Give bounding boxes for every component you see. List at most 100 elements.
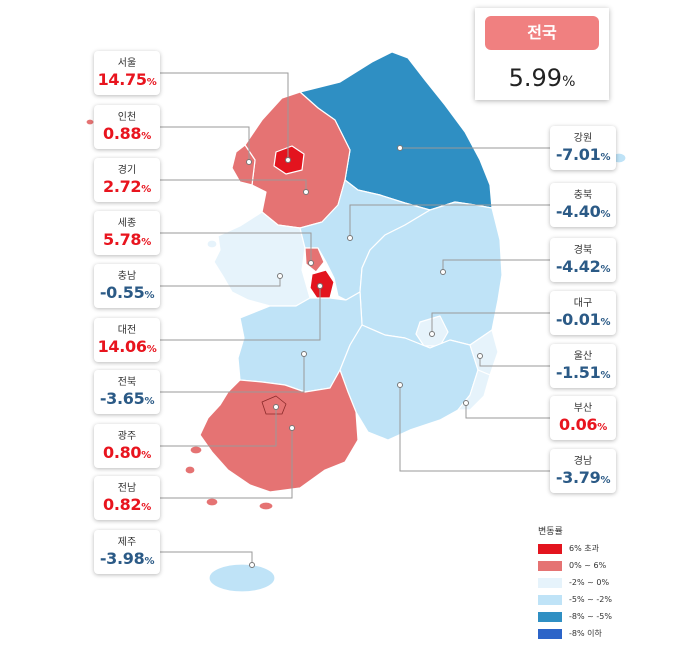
region-jeju[interactable] [208,563,276,593]
national-value: 5.99 [508,64,563,92]
island [205,497,219,507]
card-value: -3.65 [99,389,145,408]
card-unit: % [141,184,151,195]
legend-swatch [538,544,562,554]
legend-label: -8% 이하 [569,629,602,638]
card-name: 광주 [117,431,137,442]
island [184,465,196,475]
card-value-line: -1.51% [550,363,616,382]
region-ulsan[interactable] [469,329,499,376]
region-gyeongnam[interactable] [339,324,479,441]
card-value-line: -0.01% [550,310,616,329]
card-name: 울산 [573,351,593,362]
card-value: 0.80 [102,443,142,462]
legend-swatch [538,612,562,622]
card-value-line: -3.79% [550,468,616,487]
card-value: -3.98 [99,549,145,568]
card-unit: % [141,502,151,513]
card-name: 세종 [117,218,137,229]
region-jeonnam[interactable] [199,369,359,493]
card-gwangju[interactable]: 광주 0.80% [94,424,160,468]
card-value: -0.01 [555,310,601,329]
legend-swatch [538,595,562,605]
card-value-line: 2.72% [94,177,160,196]
card-name: 전북 [117,377,137,388]
card-sejong[interactable]: 세종 5.78% [94,211,160,255]
legend-item: -8% ~ -5% [538,612,638,623]
island [189,445,203,455]
card-value-line: 14.06% [94,337,160,356]
national-card: 전국 5.99% [475,8,609,100]
card-unit: % [141,237,151,248]
card-jeonnam[interactable]: 전남 0.82% [94,476,160,520]
card-unit: % [144,556,155,567]
legend-item: 6% 초과 [538,544,638,555]
card-daejeon[interactable]: 대전 14.06% [94,318,160,362]
card-value-line: 14.75% [94,70,160,89]
card-value-line: -4.42% [550,257,616,276]
card-value-line: 5.78% [94,230,160,249]
card-gangwon[interactable]: 강원 -7.01% [550,126,616,170]
card-value-line: -3.65% [94,389,160,408]
region-sejong[interactable] [304,247,325,273]
legend-label: -2% ~ 0% [569,578,610,587]
card-name: 경기 [117,165,137,176]
card-unit: % [600,370,611,381]
card-value: -1.51 [555,363,601,382]
legend-swatch [538,629,562,639]
card-value: 0.88 [102,124,142,143]
region-markers [246,145,483,568]
card-jeonbuk[interactable]: 전북 -3.65% [94,370,160,414]
card-value: 0.82 [102,495,142,514]
card-unit: % [600,209,611,220]
legend-label: -8% ~ -5% [569,612,612,621]
card-gyeonggi[interactable]: 경기 2.72% [94,158,160,202]
card-gyeongbuk[interactable]: 경북 -4.42% [550,238,616,282]
card-gyeongnam[interactable]: 경남 -3.79% [550,449,616,493]
card-unit: % [146,77,157,88]
card-ulsan[interactable]: 울산 -1.51% [550,344,616,388]
leader-lines [160,72,550,565]
card-chungbuk[interactable]: 충북 -4.40% [550,183,616,227]
card-value-line: 0.06% [550,415,616,434]
card-unit: % [600,475,611,486]
legend-swatch [538,578,562,588]
card-value-line: 0.88% [94,124,160,143]
card-name: 경북 [573,245,593,256]
card-value: -4.42 [555,257,601,276]
card-name: 강원 [573,133,593,144]
card-incheon[interactable]: 인천 0.88% [94,105,160,149]
card-value-line: -0.55% [94,283,160,302]
card-unit: % [600,152,611,163]
card-value-line: 0.80% [94,443,160,462]
card-busan[interactable]: 부산 0.06% [550,396,616,440]
card-daegu[interactable]: 대구 -0.01% [550,291,616,335]
island [258,501,274,511]
card-value: 14.75 [97,70,147,89]
card-value: 14.06 [97,337,147,356]
card-jeju[interactable]: 제주 -3.98% [94,530,160,574]
card-seoul[interactable]: 서울 14.75% [94,51,160,95]
card-name: 제주 [117,537,137,548]
legend-label: 6% 초과 [569,544,599,553]
legend-title: 변동률 [538,527,563,537]
card-value: -3.79 [555,468,601,487]
card-chungnam[interactable]: 충남 -0.55% [94,264,160,308]
card-unit: % [144,290,155,301]
national-label: 전국 [485,16,599,50]
legend: 변동률 6% 초과 0% ~ 6% -2% ~ 0% -5% ~ -2% -8%… [538,524,638,652]
card-value-line: -4.40% [550,202,616,221]
card-value-line: 0.82% [94,495,160,514]
legend-swatch [538,561,562,571]
card-name: 충북 [573,190,593,201]
card-unit: % [141,450,151,461]
card-value: -0.55 [99,283,145,302]
card-value: -7.01 [555,145,601,164]
legend-item: 0% ~ 6% [538,561,638,572]
card-name: 서울 [117,58,137,69]
card-name: 부산 [573,403,593,414]
card-value: 0.06 [558,415,598,434]
legend-item: -8% 이하 [538,629,638,640]
card-name: 대구 [573,298,593,309]
